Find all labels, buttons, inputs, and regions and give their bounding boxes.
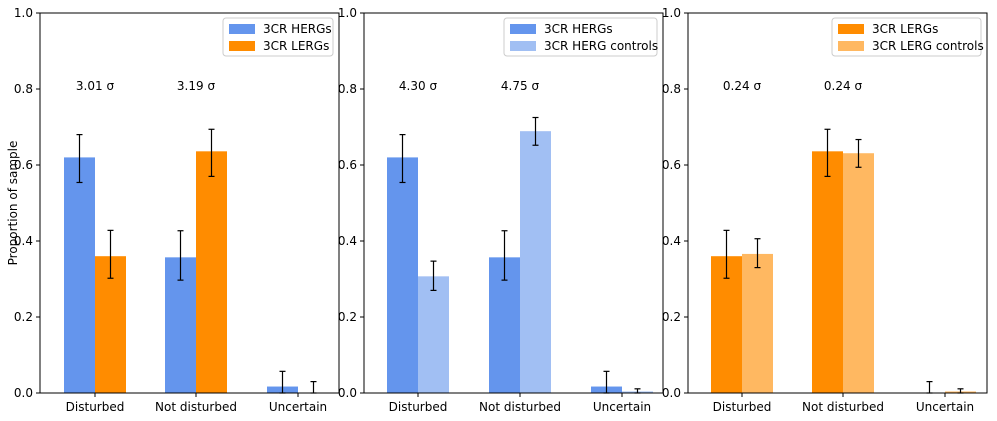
y-tick-label: 0.8 <box>14 82 33 96</box>
y-tick-label: 0.0 <box>662 386 681 400</box>
legend-label: 3CR LERGs <box>263 39 329 53</box>
axes-frame <box>363 12 664 394</box>
y-tick-label: 0.4 <box>662 234 681 248</box>
legend: 3CR HERGs 3CR HERG controls <box>503 17 658 57</box>
bar <box>418 276 449 393</box>
y-tick-label: 0.8 <box>338 82 357 96</box>
bar <box>812 151 843 393</box>
x-tick-label: Uncertain <box>916 400 974 414</box>
bar <box>387 157 418 393</box>
bar <box>64 157 95 393</box>
x-tick-label: Disturbed <box>713 400 772 414</box>
legend: 3CR LERGs 3CR LERG controls <box>831 17 984 57</box>
x-tick-label: Not disturbed <box>155 400 237 414</box>
chart-panel-1: 0.0 0.2 0.4 0.6 0.8 1.0 Disturbed Not disturbed… <box>6 6 340 414</box>
legend-swatch <box>229 24 255 34</box>
bar <box>520 131 551 393</box>
legend-swatch <box>838 41 864 51</box>
y-tick-label: 0.4 <box>338 234 357 248</box>
y-tick-label: 0.6 <box>338 158 357 172</box>
x-tick-label: Not disturbed <box>479 400 561 414</box>
legend-swatch <box>229 41 255 51</box>
axes-frame <box>39 12 340 394</box>
x-tick-label: Uncertain <box>269 400 327 414</box>
y-tick-label: 0.2 <box>662 310 681 324</box>
y-tick-label: 0.0 <box>14 386 33 400</box>
legend-swatch <box>838 24 864 34</box>
y-axis-label: Proportion of sample <box>6 141 20 266</box>
legend-label: 3CR HERGs <box>544 22 613 36</box>
y-tick-label: 0.6 <box>662 158 681 172</box>
legend: 3CR HERGs 3CR LERGs <box>222 17 334 57</box>
chart-panel-2: 0.0 0.2 0.4 0.6 0.8 1.0 Disturbed Not disturbed… <box>338 6 664 414</box>
x-tick-label: Disturbed <box>66 400 125 414</box>
significance-annotation: 3.01 σ <box>76 79 115 93</box>
y-tick-label: 1.0 <box>338 6 357 20</box>
significance-annotation: 0.24 σ <box>723 79 762 93</box>
bar <box>711 256 742 393</box>
significance-annotation: 4.30 σ <box>399 79 438 93</box>
legend-swatch <box>510 41 536 51</box>
chart-panel-3: 0.0 0.2 0.4 0.6 0.8 1.0 Disturbed Not disturbed… <box>662 6 988 414</box>
bar <box>843 153 874 393</box>
y-tick-label: 0.2 <box>338 310 357 324</box>
y-tick-label: 0.8 <box>662 82 681 96</box>
significance-annotation: 4.75 σ <box>501 79 540 93</box>
y-tick-label: 0.4 <box>14 234 33 248</box>
legend-box <box>503 17 658 57</box>
significance-annotation: 3.19 σ <box>177 79 216 93</box>
legend-label: 3CR LERG controls <box>872 39 984 53</box>
legend-label: 3CR HERG controls <box>544 39 658 53</box>
y-tick-label: 1.0 <box>662 6 681 20</box>
x-tick-label: Uncertain <box>593 400 651 414</box>
y-tick-label: 0.2 <box>14 310 33 324</box>
x-tick-label: Disturbed <box>389 400 448 414</box>
bar <box>95 256 126 393</box>
bar <box>742 253 773 393</box>
bar <box>196 151 227 393</box>
x-tick-label: Not disturbed <box>802 400 884 414</box>
y-tick-label: 0.0 <box>338 386 357 400</box>
y-tick-label: 1.0 <box>14 6 33 20</box>
legend-label: 3CR LERGs <box>872 22 938 36</box>
axes-frame <box>687 12 988 394</box>
legend-label: 3CR HERGs <box>263 22 332 36</box>
legend-swatch <box>510 24 536 34</box>
significance-annotation: 0.24 σ <box>824 79 863 93</box>
legend-box <box>831 17 982 57</box>
y-tick-label: 0.6 <box>14 158 33 172</box>
